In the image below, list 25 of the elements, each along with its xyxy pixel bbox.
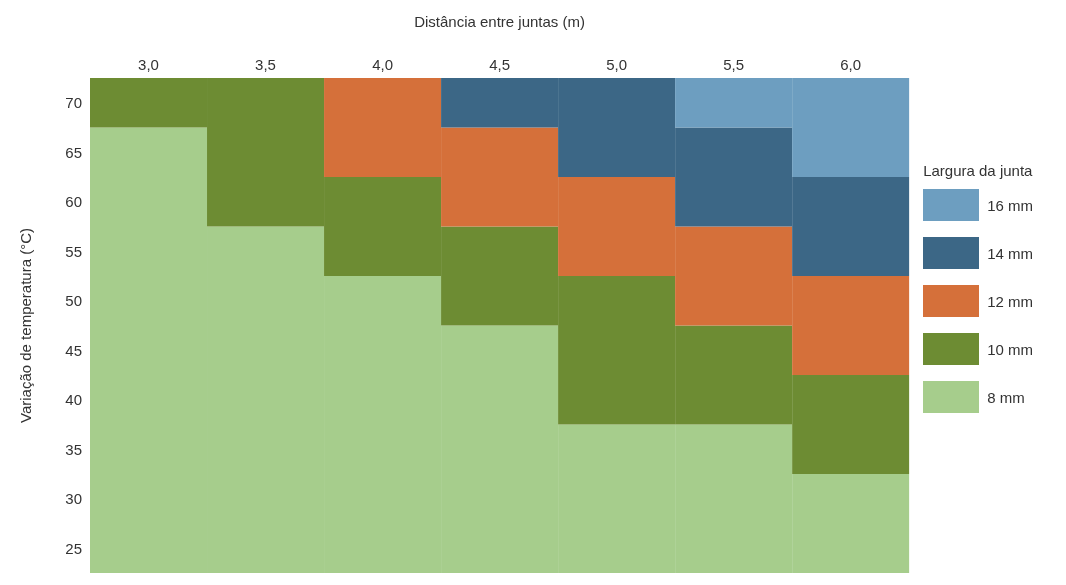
y-tick-label: 40 bbox=[65, 391, 82, 409]
x-axis-title: Distância entre juntas (m) bbox=[414, 12, 586, 30]
y-tick-label: 25 bbox=[65, 539, 82, 557]
y-tick-label: 35 bbox=[65, 440, 82, 458]
x-tick-label: 3,0 bbox=[138, 56, 159, 73]
legend-label: 16 mm bbox=[987, 196, 1033, 214]
x-tick-label: 4,0 bbox=[372, 56, 393, 73]
x-tick-label: 5,5 bbox=[723, 56, 745, 73]
legend-title: Largura da junta bbox=[923, 162, 1034, 179]
y-tick-label: 55 bbox=[65, 242, 82, 260]
legend-label: 10 mm bbox=[987, 340, 1033, 358]
y-tick-label: 60 bbox=[65, 193, 82, 211]
y-tick-label: 45 bbox=[65, 341, 82, 359]
x-tick-label: 3,5 bbox=[255, 56, 276, 73]
y-tick-label: 65 bbox=[65, 143, 82, 161]
x-tick-label: 5,0 bbox=[606, 56, 628, 73]
legend-label: 12 mm bbox=[987, 292, 1033, 310]
x-tick-label: 4,5 bbox=[489, 56, 511, 73]
y-tick-label: 70 bbox=[65, 94, 82, 112]
x-tick-label: 6,0 bbox=[840, 56, 862, 73]
y-axis-title: Variação de temperatura (°C) bbox=[17, 228, 35, 423]
legend-label: 8 mm bbox=[987, 388, 1025, 406]
legend-label: 14 mm bbox=[987, 244, 1033, 262]
y-tick-label: 30 bbox=[65, 490, 82, 508]
y-tick-label: 50 bbox=[65, 292, 82, 310]
